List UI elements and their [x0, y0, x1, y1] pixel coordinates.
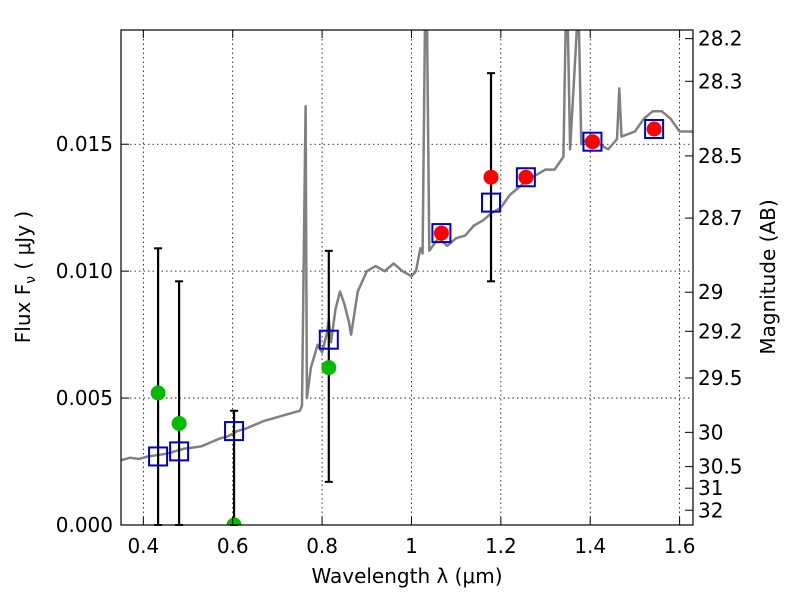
- y2-tick-label: 29: [698, 280, 723, 304]
- model-photometry-square: [318, 329, 339, 350]
- observed-point: [433, 225, 449, 241]
- model-photometry-square: [644, 119, 665, 139]
- y-axis-label: Flux Fν ( μJy ): [11, 211, 39, 343]
- y-axis-label-units: ( μJy ): [11, 211, 35, 276]
- model-photometry-square: [582, 131, 603, 152]
- axis-ticks: 0.4 0.6 0.8 1 1.2 1.4 1.6 0.000 0.005 0.010 0.015 2…: [56, 27, 743, 558]
- x-tick-label: 0.8: [306, 534, 338, 558]
- y2-tick-label: 28.3: [698, 69, 743, 93]
- y2-axis-label: Magnitude (AB): [756, 199, 780, 354]
- y-tick-label: 0.010: [56, 259, 113, 283]
- y2-tick-label: 28.7: [698, 206, 743, 230]
- y2-tick-label: 30.5: [698, 455, 743, 479]
- x-tick-label: 0.4: [127, 534, 159, 558]
- observed-point: [226, 517, 242, 525]
- y2-tick-label: 30: [698, 420, 723, 444]
- plot-frame: [120, 29, 694, 526]
- grid-lines: [121, 30, 693, 526]
- y2-tick-label: 31: [698, 476, 723, 500]
- y2-tick-label: 28.5: [698, 144, 743, 168]
- x-axis-label: Wavelength λ (μm): [311, 564, 502, 588]
- observed-point: [584, 134, 600, 150]
- y-axis-label-sub: ν: [23, 276, 39, 284]
- x-tick-label: 1: [405, 534, 418, 558]
- y2-tick-label: 29.5: [698, 366, 743, 390]
- model-photometry-square: [431, 223, 452, 244]
- model-photometry-square: [169, 441, 190, 462]
- y2-tick-label: 32: [698, 498, 723, 522]
- y2-tick-label: 29.2: [698, 319, 743, 343]
- y2-tick-label: 28.2: [698, 27, 743, 51]
- x-tick-label: 1.4: [574, 534, 606, 558]
- x-tick-label: 1.6: [664, 534, 696, 558]
- model-photometry-square: [148, 446, 169, 467]
- y-tick-label: 0.005: [56, 386, 113, 410]
- y-tick-label: 0.015: [56, 132, 113, 156]
- series-layer: [121, 30, 693, 526]
- observed-point: [321, 360, 337, 376]
- model-photometry-square: [515, 167, 536, 188]
- model-photometry-square: [481, 192, 502, 213]
- y-tick-label: 0.000: [56, 513, 113, 537]
- model-photometry-square: [224, 421, 245, 442]
- observed-point: [171, 415, 187, 431]
- x-tick-label: 1.2: [485, 534, 517, 558]
- x-tick-label: 0.6: [217, 534, 249, 558]
- observed-point: [646, 121, 662, 137]
- observed-point: [518, 169, 534, 185]
- y-axis-label-main: Flux F: [11, 284, 35, 343]
- observed-point: [483, 169, 499, 185]
- observed-point: [150, 385, 166, 401]
